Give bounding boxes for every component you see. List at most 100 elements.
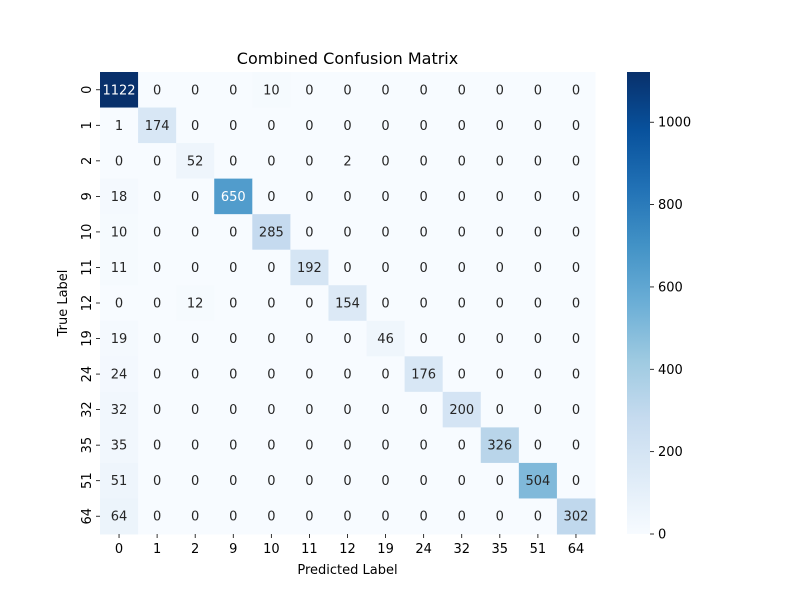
- cell-value-label: 0: [115, 154, 123, 169]
- heatmap-cell: [328, 107, 368, 144]
- heatmap-cell: [518, 107, 558, 144]
- cell-value-label: 0: [305, 439, 313, 454]
- heatmap-cell: [290, 143, 329, 180]
- cell-value-label: 0: [496, 261, 504, 276]
- cell-value-label: 0: [496, 403, 504, 418]
- y-tick-label: 12: [80, 295, 95, 312]
- heatmap-cell: [214, 143, 253, 180]
- heatmap-cell: [176, 214, 215, 251]
- heatmap-cell: [214, 178, 253, 215]
- y-tick-label: 9: [80, 192, 95, 200]
- cell-value-label: 0: [305, 190, 313, 205]
- cell-value-label: 176: [411, 368, 436, 383]
- cell-value-label: 0: [153, 154, 161, 169]
- x-tick-label: 64: [568, 542, 585, 557]
- cell-value-label: 0: [191, 510, 199, 525]
- cell-value-label: 0: [153, 368, 161, 383]
- heatmap-cell: [176, 356, 215, 393]
- cell-value-label: 0: [496, 474, 504, 489]
- heatmap-cell: [366, 178, 406, 215]
- cell-value-label: 0: [496, 510, 504, 525]
- heatmap-cell: [480, 320, 520, 357]
- x-tick-label: 19: [377, 542, 394, 557]
- heatmap-cell: [176, 427, 215, 464]
- heatmap-cell: [480, 427, 520, 464]
- heatmap-cell: [138, 72, 177, 109]
- x-tick-label: 1: [153, 542, 161, 557]
- cell-value-label: 0: [115, 297, 123, 312]
- cell-value-label: 326: [487, 439, 512, 454]
- cell-value-label: 0: [267, 119, 275, 134]
- y-tick-label: 1: [80, 121, 95, 129]
- cell-value-label: 0: [534, 83, 542, 98]
- heatmap-cell: [100, 107, 139, 144]
- heatmap-cell: [252, 462, 291, 499]
- heatmap-cell: [290, 320, 329, 357]
- heatmap-cell: [138, 285, 177, 322]
- heatmap-cell: [252, 320, 291, 357]
- cell-value-label: 0: [153, 225, 161, 240]
- cell-value-label: 0: [305, 297, 313, 312]
- heatmap-cell: [290, 427, 329, 464]
- cell-value-label: 302: [564, 510, 589, 525]
- heatmap-cell: [442, 249, 482, 286]
- heatmap-cell: [518, 356, 558, 393]
- y-tick-label: 19: [80, 330, 95, 347]
- heatmap-cell: [328, 462, 368, 499]
- heatmap-cell: [518, 427, 558, 464]
- cell-value-label: 0: [496, 225, 504, 240]
- heatmap-cell: [556, 249, 596, 286]
- heatmap-cell: [480, 249, 520, 286]
- cell-value-label: 0: [343, 83, 351, 98]
- cell-value-label: 0: [191, 225, 199, 240]
- cell-value-label: 0: [267, 403, 275, 418]
- cell-value-label: 0: [381, 83, 389, 98]
- x-tick-label: 11: [301, 542, 318, 557]
- heatmap-cell: [556, 427, 596, 464]
- heatmap-cell: [480, 214, 520, 251]
- cell-value-label: 10: [263, 83, 280, 98]
- cell-value-label: 0: [153, 510, 161, 525]
- y-tick-label: 24: [80, 366, 95, 383]
- cell-value-label: 0: [572, 83, 580, 98]
- heatmap-cell: [518, 178, 558, 215]
- colorbar-tick-label: 400: [658, 363, 683, 378]
- heatmap-cell: [366, 427, 406, 464]
- heatmap-cell: [252, 214, 291, 251]
- heatmap-cell: [290, 462, 329, 499]
- cell-value-label: 285: [259, 225, 284, 240]
- heatmap-cell: [252, 178, 291, 215]
- heatmap-cell: [518, 72, 558, 109]
- x-tick-label: 32: [453, 542, 470, 557]
- heatmap-cell: [518, 498, 558, 535]
- heatmap-cell: [252, 498, 291, 535]
- heatmap-cell: [100, 285, 139, 322]
- colorbar: [627, 72, 650, 534]
- cell-value-label: 0: [343, 261, 351, 276]
- heatmap-cell: [176, 249, 215, 286]
- heatmap-cell: [214, 391, 253, 428]
- y-tick-label: 0: [80, 86, 95, 94]
- heatmap-cell: [100, 143, 139, 180]
- heatmap-cell: [328, 320, 368, 357]
- cell-value-label: 0: [305, 225, 313, 240]
- cell-value-label: 0: [572, 332, 580, 347]
- cell-value-label: 0: [343, 225, 351, 240]
- cell-value-label: 0: [267, 261, 275, 276]
- heatmap-cell: [176, 143, 215, 180]
- heatmap-cell: [290, 214, 329, 251]
- cell-value-label: 0: [534, 190, 542, 205]
- x-tick-label: 0: [115, 542, 123, 557]
- heatmap-cell: [176, 285, 215, 322]
- heatmap-cell: [100, 178, 139, 215]
- heatmap-cell: [252, 107, 291, 144]
- heatmap-cell: [366, 320, 406, 357]
- heatmap-cell: [404, 320, 444, 357]
- cell-value-label: 0: [420, 261, 428, 276]
- heatmap-cell: [138, 427, 177, 464]
- heatmap-cell: [138, 462, 177, 499]
- heatmap-cell: [138, 391, 177, 428]
- heatmap-cell: [138, 320, 177, 357]
- heatmap-cell: [518, 249, 558, 286]
- cell-value-label: 0: [534, 439, 542, 454]
